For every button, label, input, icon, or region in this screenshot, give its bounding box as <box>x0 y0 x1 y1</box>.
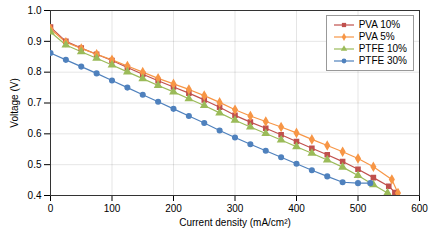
svg-text:Voltage (V): Voltage (V) <box>9 78 20 127</box>
svg-text:0.5: 0.5 <box>28 159 42 170</box>
svg-text:100: 100 <box>104 203 121 214</box>
html-text:PTFE 10%: PTFE 10% <box>358 43 407 54</box>
svg-text:500: 500 <box>350 203 367 214</box>
svg-text:600: 600 <box>411 203 428 214</box>
html-text:PVA 10%: PVA 10% <box>358 19 401 30</box>
svg-text:0.8: 0.8 <box>28 66 42 77</box>
svg-text:1.0: 1.0 <box>28 5 42 16</box>
svg-text:300: 300 <box>227 203 244 214</box>
svg-text:0.7: 0.7 <box>28 97 42 108</box>
svg-text:400: 400 <box>288 203 305 214</box>
svg-text:0: 0 <box>48 203 54 214</box>
html-text:PTFE 30%: PTFE 30% <box>358 55 407 66</box>
html-text:PVA 5%: PVA 5% <box>358 31 395 42</box>
svg-text:Current density (mA/cm²): Current density (mA/cm²) <box>179 217 291 228</box>
svg-text:0.9: 0.9 <box>28 36 42 47</box>
svg-text:0.6: 0.6 <box>28 128 42 139</box>
svg-text:0.4: 0.4 <box>28 190 42 201</box>
svg-text:200: 200 <box>165 203 182 214</box>
